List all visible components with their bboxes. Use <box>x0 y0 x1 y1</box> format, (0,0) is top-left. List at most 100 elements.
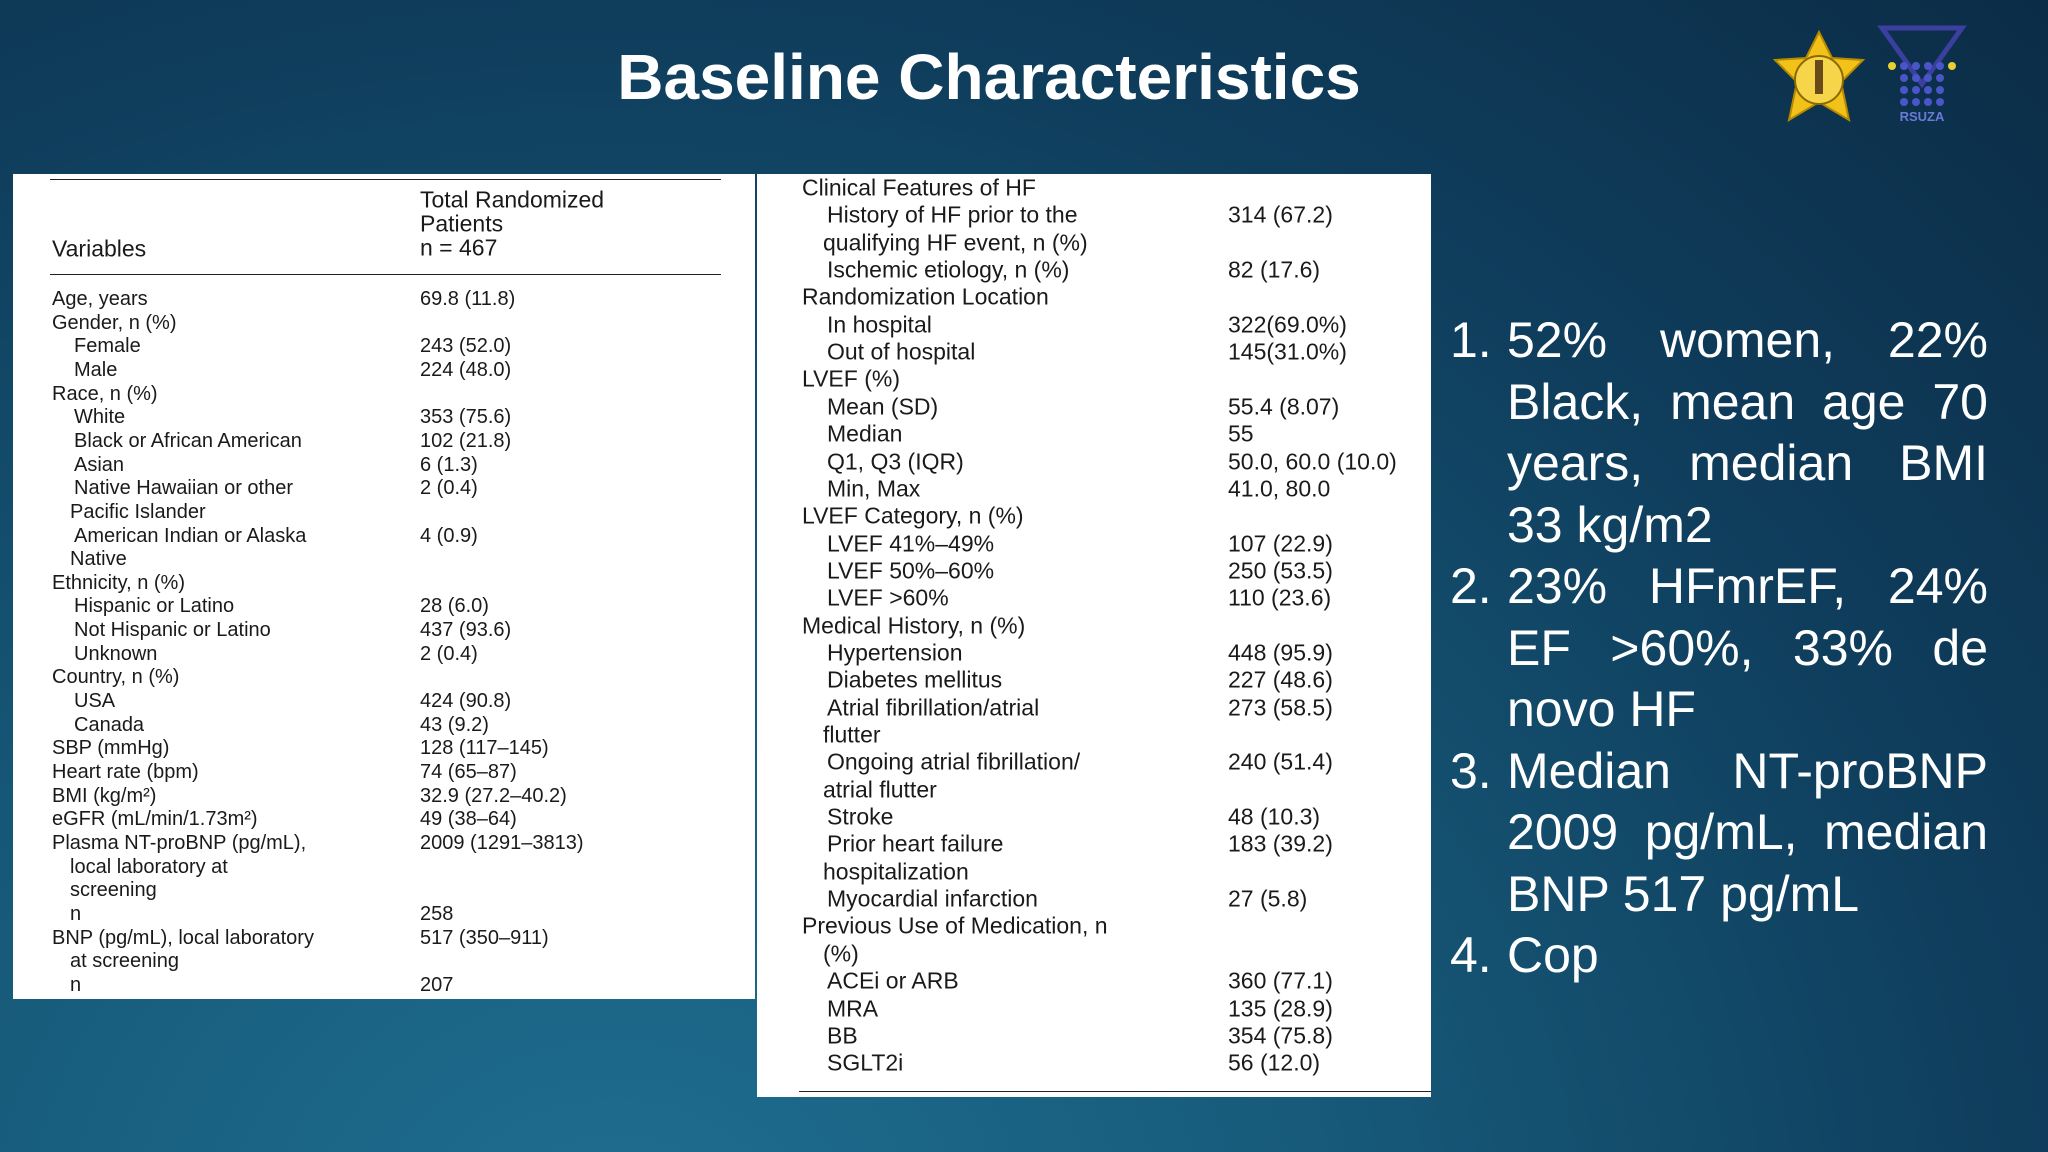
row-label: USA <box>74 690 116 713</box>
row-value: 145(31.0%) <box>1228 338 1347 365</box>
row-label: Gender, n (%) <box>52 311 177 334</box>
right-table: Clinical Features of HF History of HF pri… <box>757 174 1431 1097</box>
row-value: 437 (93.6) <box>420 619 512 642</box>
row-value: 2 (0.4) <box>420 477 478 500</box>
row-value: 448 (95.9) <box>1228 639 1333 666</box>
row-label: Not Hispanic or Latino <box>74 619 271 642</box>
row-value: 258 <box>420 902 454 925</box>
university-logo <box>1772 29 1866 123</box>
row-value: 353 (75.6) <box>420 406 512 429</box>
row-value: 128 (117–145) <box>420 737 549 760</box>
row-label: Prior heart failure <box>827 830 1004 857</box>
row-label: BNP (pg/mL), local laboratory <box>52 926 314 949</box>
row-label: Atrial fibrillation/atrial <box>827 694 1040 721</box>
row-label: BB <box>827 1022 858 1049</box>
row-label: qualifying HF event, n (%) <box>823 229 1088 256</box>
row-value: 250 (53.5) <box>1228 557 1333 584</box>
row-value: 273 (58.5) <box>1228 694 1333 721</box>
row-label: Hypertension <box>827 639 963 666</box>
header-column: Total Randomized <box>420 186 605 213</box>
row-label: (%) <box>823 940 859 967</box>
header-column: n = 467 <box>420 234 498 261</box>
row-value: 50.0, 60.0 (10.0) <box>1228 448 1397 474</box>
row-value: 74 (65–87) <box>420 761 517 783</box>
slide-title: Baseline Characteristics <box>617 41 1361 113</box>
logo-label: RSUZA <box>1900 109 1945 124</box>
row-label: Native <box>70 548 127 571</box>
row-label: Heart rate (bpm) <box>52 761 199 783</box>
row-label: Ischemic etiology, n (%) <box>827 256 1070 283</box>
row-value: 32.9 (27.2–40.2) <box>420 784 567 807</box>
row-label: Mean (SD) <box>827 393 939 420</box>
row-value: 107 (22.9) <box>1228 530 1333 557</box>
row-label: Diabetes mellitus <box>827 666 1003 693</box>
left-table: Variables Total Randomized Patients n = 467… <box>13 174 755 999</box>
row-label: Ongoing atrial fibrillation/ <box>827 748 1081 775</box>
table-rule <box>799 1091 1431 1092</box>
row-label: at screening <box>70 950 179 973</box>
row-label: SGLT2i <box>827 1049 904 1076</box>
row-value: 55 <box>1228 420 1254 447</box>
row-value: 135 (28.9) <box>1228 995 1333 1021</box>
row-label: LVEF (%) <box>802 365 900 392</box>
row-value: 517 (350–911) <box>420 926 549 949</box>
row-label: American Indian or Alaska <box>74 524 307 547</box>
row-value: 6 (1.3) <box>420 453 478 476</box>
row-label: Median <box>827 420 903 447</box>
row-value: 227 (48.6) <box>1228 666 1333 693</box>
row-label: SBP (mmHg) <box>52 737 170 760</box>
row-value: 102 (21.8) <box>420 429 512 452</box>
row-label: Randomization Location <box>802 283 1049 310</box>
row-label: flutter <box>823 721 881 748</box>
table-rule <box>50 179 721 180</box>
row-label: Clinical Features of HF <box>802 174 1036 201</box>
row-value: 69.8 (11.8) <box>420 288 516 310</box>
bullet-text: Median NT-proBNP 2009 pg/mL, median BNP … <box>1507 742 1988 922</box>
row-label: Q1, Q3 (IQR) <box>827 448 964 474</box>
row-label: eGFR (mL/min/1.73m²) <box>52 808 258 831</box>
row-label: Female <box>74 335 141 358</box>
row-value: 2 (0.4) <box>420 642 478 665</box>
row-value: 360 (77.1) <box>1228 967 1333 994</box>
row-value: 82 (17.6) <box>1228 256 1321 283</box>
row-label: screening <box>70 879 157 902</box>
row-label: LVEF >60% <box>827 584 949 611</box>
row-value: 2009 (1291–3813) <box>420 831 584 854</box>
row-value: 48 (10.3) <box>1228 803 1321 830</box>
row-value: 55.4 (8.07) <box>1228 393 1340 420</box>
row-value: 243 (52.0) <box>420 335 512 358</box>
row-label: Myocardial infarction <box>827 885 1038 912</box>
row-label: Male <box>74 358 118 381</box>
row-value: 28 (6.0) <box>420 595 489 618</box>
bullet-text: Cop <box>1507 927 1599 983</box>
bullet-item: 1. 52% women, 22% Black, mean age 70 year… <box>1450 310 1988 556</box>
row-label: Age, years <box>52 288 148 310</box>
row-label: LVEF Category, n (%) <box>802 502 1024 529</box>
row-label: In hospital <box>827 311 932 338</box>
row-label: Medical History, n (%) <box>802 612 1026 639</box>
row-label: n <box>70 902 82 925</box>
row-value: 27 (5.8) <box>1228 885 1308 912</box>
row-label: Min, Max <box>827 475 921 502</box>
row-label: Unknown <box>74 642 158 665</box>
row-value: 43 (9.2) <box>420 713 489 736</box>
row-label: Canada <box>74 713 145 736</box>
row-label: Native Hawaiian or other <box>74 477 293 500</box>
row-label: ACEi or ARB <box>827 967 959 994</box>
row-label: Previous Use of Medication, n <box>802 912 1108 939</box>
row-label: Country, n (%) <box>52 666 180 689</box>
bullet-text: 23% HFmrEF, 24% EF >60%, 33% de novo HF <box>1507 558 1988 737</box>
bullet-item: 3. Median NT-proBNP 2009 pg/mL, median BN… <box>1450 741 1988 926</box>
bullet-text: 52% women, 22% Black, mean age 70 years,… <box>1507 312 1988 553</box>
row-label: Ethnicity, n (%) <box>52 571 185 594</box>
bullet-item: 4. Cop <box>1450 925 1988 987</box>
row-label: Race, n (%) <box>52 382 158 405</box>
row-label: atrial flutter <box>823 776 937 803</box>
row-value: 314 (67.2) <box>1228 201 1333 228</box>
row-label: Plasma NT-proBNP (pg/mL), <box>52 831 307 854</box>
bullet-number: 3. <box>1450 742 1492 799</box>
bullet-item: 2. 23% HFmrEF, 24% EF >60%, 33% de novo H… <box>1450 556 1988 741</box>
bullet-number: 4. <box>1450 927 1492 983</box>
row-label: Hispanic or Latino <box>74 595 235 618</box>
